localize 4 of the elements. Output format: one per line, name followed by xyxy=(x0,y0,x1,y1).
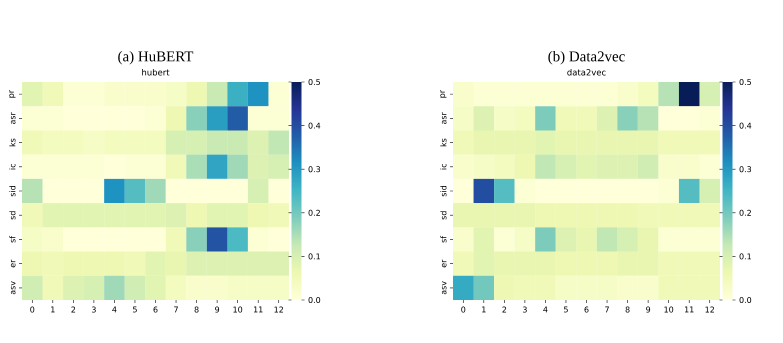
chart-subtitle: data2vec xyxy=(567,68,606,76)
chart-title: (a) HuBERT xyxy=(118,50,194,64)
chart-title: (b) Data2vec xyxy=(548,50,625,64)
chart-subtitle: hubert xyxy=(142,68,170,76)
